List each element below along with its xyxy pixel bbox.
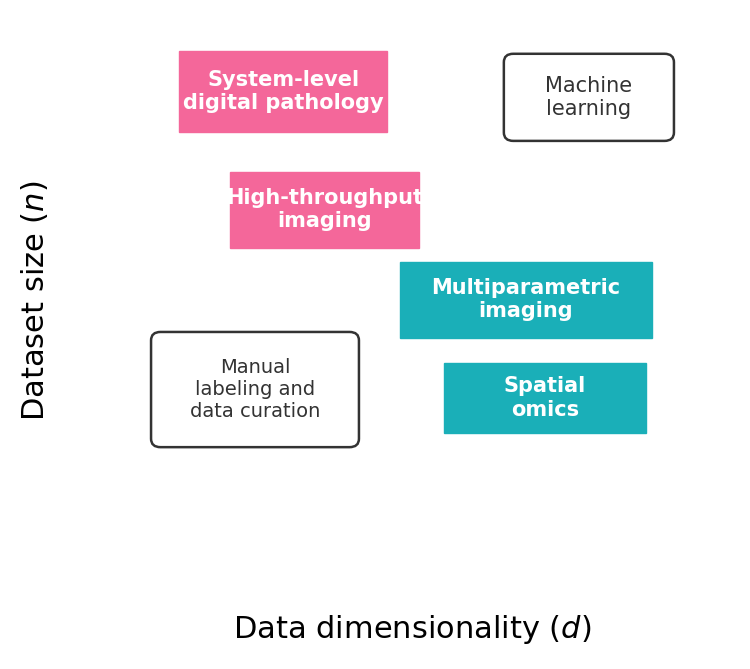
Text: Data dimensionality ($d$): Data dimensionality ($d$) — [233, 613, 592, 646]
FancyBboxPatch shape — [504, 54, 674, 141]
Text: System-level
digital pathology: System-level digital pathology — [183, 70, 384, 113]
Text: Multiparametric
imaging: Multiparametric imaging — [431, 278, 620, 321]
Text: Dataset size ($n$): Dataset size ($n$) — [19, 181, 50, 421]
FancyBboxPatch shape — [444, 363, 646, 433]
FancyBboxPatch shape — [151, 332, 359, 447]
FancyBboxPatch shape — [179, 51, 387, 132]
Text: Spatial
omics: Spatial omics — [504, 377, 586, 419]
Text: High-throughput
imaging: High-throughput imaging — [226, 188, 423, 231]
FancyBboxPatch shape — [400, 262, 652, 338]
Text: Manual
labeling and
data curation: Manual labeling and data curation — [190, 358, 320, 421]
FancyBboxPatch shape — [230, 172, 419, 248]
Text: Machine
learning: Machine learning — [545, 76, 632, 119]
